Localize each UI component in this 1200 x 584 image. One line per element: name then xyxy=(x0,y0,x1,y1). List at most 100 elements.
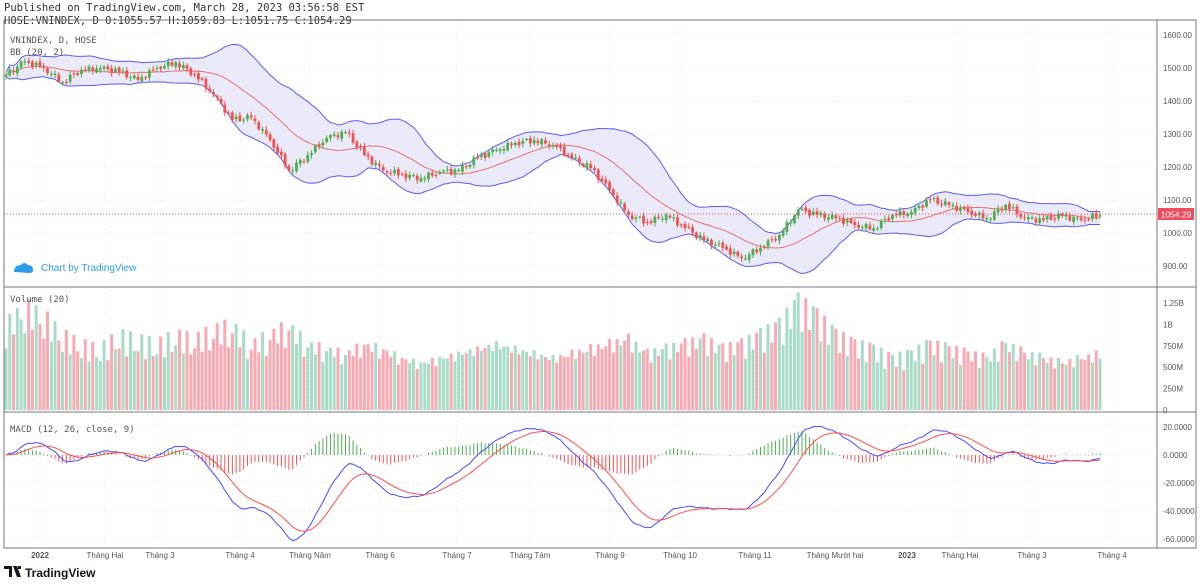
volume-bar xyxy=(732,354,736,410)
candle-body xyxy=(1053,218,1057,220)
volume-bar xyxy=(298,330,302,410)
candle-body xyxy=(562,146,566,156)
candle-body xyxy=(1038,218,1042,223)
time-tick: Tháng 11 xyxy=(738,551,772,560)
volume-bar xyxy=(404,359,408,410)
candle-body xyxy=(1030,217,1034,219)
candle-body xyxy=(204,78,208,89)
published-line: Published on TradingView.com, March 28, … xyxy=(4,2,365,14)
candle-body xyxy=(1072,217,1075,222)
candle-body xyxy=(166,61,170,67)
volume-bar xyxy=(332,357,336,410)
candle-body xyxy=(955,205,959,211)
footer-logo[interactable]: TradingView xyxy=(4,566,96,580)
volume-bar xyxy=(974,351,978,410)
volume-bar xyxy=(860,340,864,410)
volume-bar xyxy=(653,348,657,410)
candle-body xyxy=(144,77,147,79)
volume-bar xyxy=(76,351,80,410)
candle-body xyxy=(796,209,800,216)
volume-bar xyxy=(317,342,321,410)
volume-bar xyxy=(310,342,314,410)
candle-body xyxy=(876,228,879,230)
volume-bar xyxy=(381,349,385,410)
candle-body xyxy=(378,164,381,166)
candle-body xyxy=(121,70,125,72)
volume-bar xyxy=(362,345,366,410)
candle-body xyxy=(453,169,457,175)
volume-bar xyxy=(144,359,148,410)
volume-bar xyxy=(257,352,261,410)
candle-body xyxy=(246,115,249,120)
candle-body xyxy=(913,207,917,213)
candle-body xyxy=(826,217,830,220)
candle-body xyxy=(193,73,197,75)
volume-bar xyxy=(879,347,883,410)
candle-body xyxy=(200,78,204,80)
candle-body xyxy=(585,163,589,168)
candle-body xyxy=(728,248,732,255)
last-price-badge xyxy=(1158,208,1194,220)
volume-bar xyxy=(325,351,329,410)
macd-line xyxy=(5,425,1101,542)
volume-bar xyxy=(834,328,838,410)
price-tick: 1000.00 xyxy=(1163,229,1192,238)
candle-body xyxy=(857,224,860,228)
volume-bar xyxy=(61,351,65,410)
volume-bar xyxy=(574,359,578,410)
price-tick: 900.00 xyxy=(1163,262,1188,271)
volume-bar xyxy=(747,334,751,410)
volume-bar xyxy=(351,355,355,410)
volume-bar xyxy=(966,351,970,410)
candle-body xyxy=(49,73,53,75)
candle-body xyxy=(894,214,898,216)
candle-body xyxy=(676,217,679,226)
volume-bar xyxy=(540,354,544,410)
volume-bar xyxy=(302,356,306,410)
volume-bar xyxy=(687,356,691,410)
candle-body xyxy=(1008,203,1011,210)
candle-body xyxy=(864,223,868,229)
volume-bar xyxy=(785,307,789,410)
volume-bar xyxy=(849,336,853,410)
candle-body xyxy=(415,175,419,181)
volume-bar xyxy=(740,338,744,410)
volume-tick: 750M xyxy=(1163,342,1183,351)
volume-bar xyxy=(838,353,842,410)
volume-bar xyxy=(947,346,951,410)
candle-body xyxy=(234,116,238,120)
candle-body xyxy=(159,66,163,69)
volume-bar xyxy=(619,345,623,410)
volume-bar xyxy=(264,355,268,410)
candle-body xyxy=(12,70,15,72)
volume-bar xyxy=(589,344,593,410)
candle-body xyxy=(174,62,178,67)
candle-body xyxy=(653,216,657,223)
candle-body xyxy=(170,62,174,66)
volume-bar xyxy=(551,354,555,410)
watermark[interactable]: Chart by TradingView xyxy=(14,263,137,274)
volume-bar xyxy=(566,356,570,410)
footer-logo-text: TradingView xyxy=(25,566,96,580)
candle-body xyxy=(219,98,223,104)
volume-bar xyxy=(147,336,151,410)
candle-body xyxy=(698,235,702,239)
candle-body xyxy=(196,73,200,80)
volume-bar xyxy=(913,361,917,410)
candle-body xyxy=(34,62,38,66)
candle-body xyxy=(257,122,261,130)
volume-bar xyxy=(725,362,729,410)
candle-body xyxy=(434,174,438,176)
volume-bar xyxy=(1004,342,1008,410)
macd-tick: -60.0000 xyxy=(1163,535,1195,544)
candle-body xyxy=(408,174,412,178)
candle-body xyxy=(283,154,287,167)
candle-body xyxy=(770,239,774,241)
candle-body xyxy=(491,149,495,153)
volume-bar xyxy=(898,351,902,410)
volume-bar xyxy=(261,332,265,410)
candle-body xyxy=(966,208,970,212)
candle-body xyxy=(1045,216,1049,220)
candle-body xyxy=(687,226,691,228)
